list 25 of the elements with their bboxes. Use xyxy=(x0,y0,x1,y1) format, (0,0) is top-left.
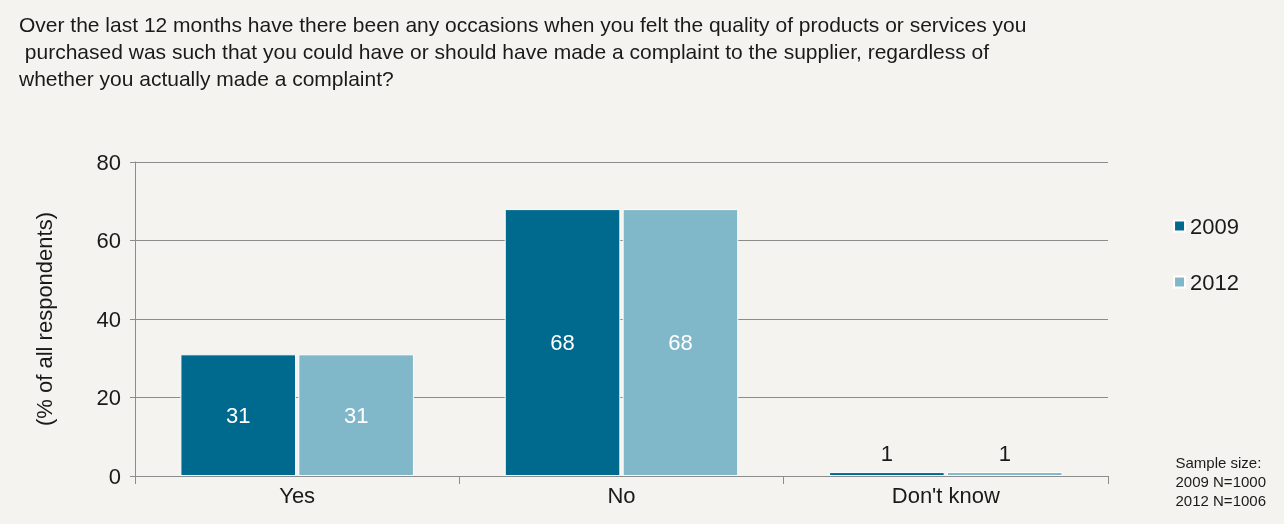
data-label: 31 xyxy=(225,402,251,428)
bar xyxy=(298,354,414,476)
y-tick-label: 60 xyxy=(96,228,121,253)
data-label: 1 xyxy=(880,440,893,466)
y-tick-label: 80 xyxy=(96,149,121,175)
legend-label: 2009 xyxy=(1190,213,1240,239)
y-tick-label: 40 xyxy=(96,306,121,332)
data-label: 1 xyxy=(998,440,1011,466)
y-tick-label: 0 xyxy=(108,463,121,489)
x-tick-label: Don't know xyxy=(891,482,1001,508)
data-label: 31 xyxy=(343,402,369,428)
bar xyxy=(180,354,297,476)
y-tick-label: 20 xyxy=(96,385,121,410)
y-axis-title: (% of all respondents) xyxy=(31,212,57,426)
bar xyxy=(829,472,945,476)
chart-title: Over the last 12 months have there been any occasions when you felt the quality of products or services you purchased was such that you could have or should have made a complaint to the supplier, regardless of whether you actually made a complaint? xyxy=(18,13,1027,90)
text: Sample size: 2009 N=1000 2012 N=1006 xyxy=(1175,454,1266,509)
bar xyxy=(622,209,739,476)
x-tick-label: Yes xyxy=(279,482,316,508)
x-tick-label: No xyxy=(607,482,636,508)
data-label: 68 xyxy=(550,330,575,356)
data-label: 68 xyxy=(668,330,693,356)
bar xyxy=(946,472,1063,476)
bar xyxy=(504,209,621,476)
legend-label: 2012 xyxy=(1190,269,1240,295)
